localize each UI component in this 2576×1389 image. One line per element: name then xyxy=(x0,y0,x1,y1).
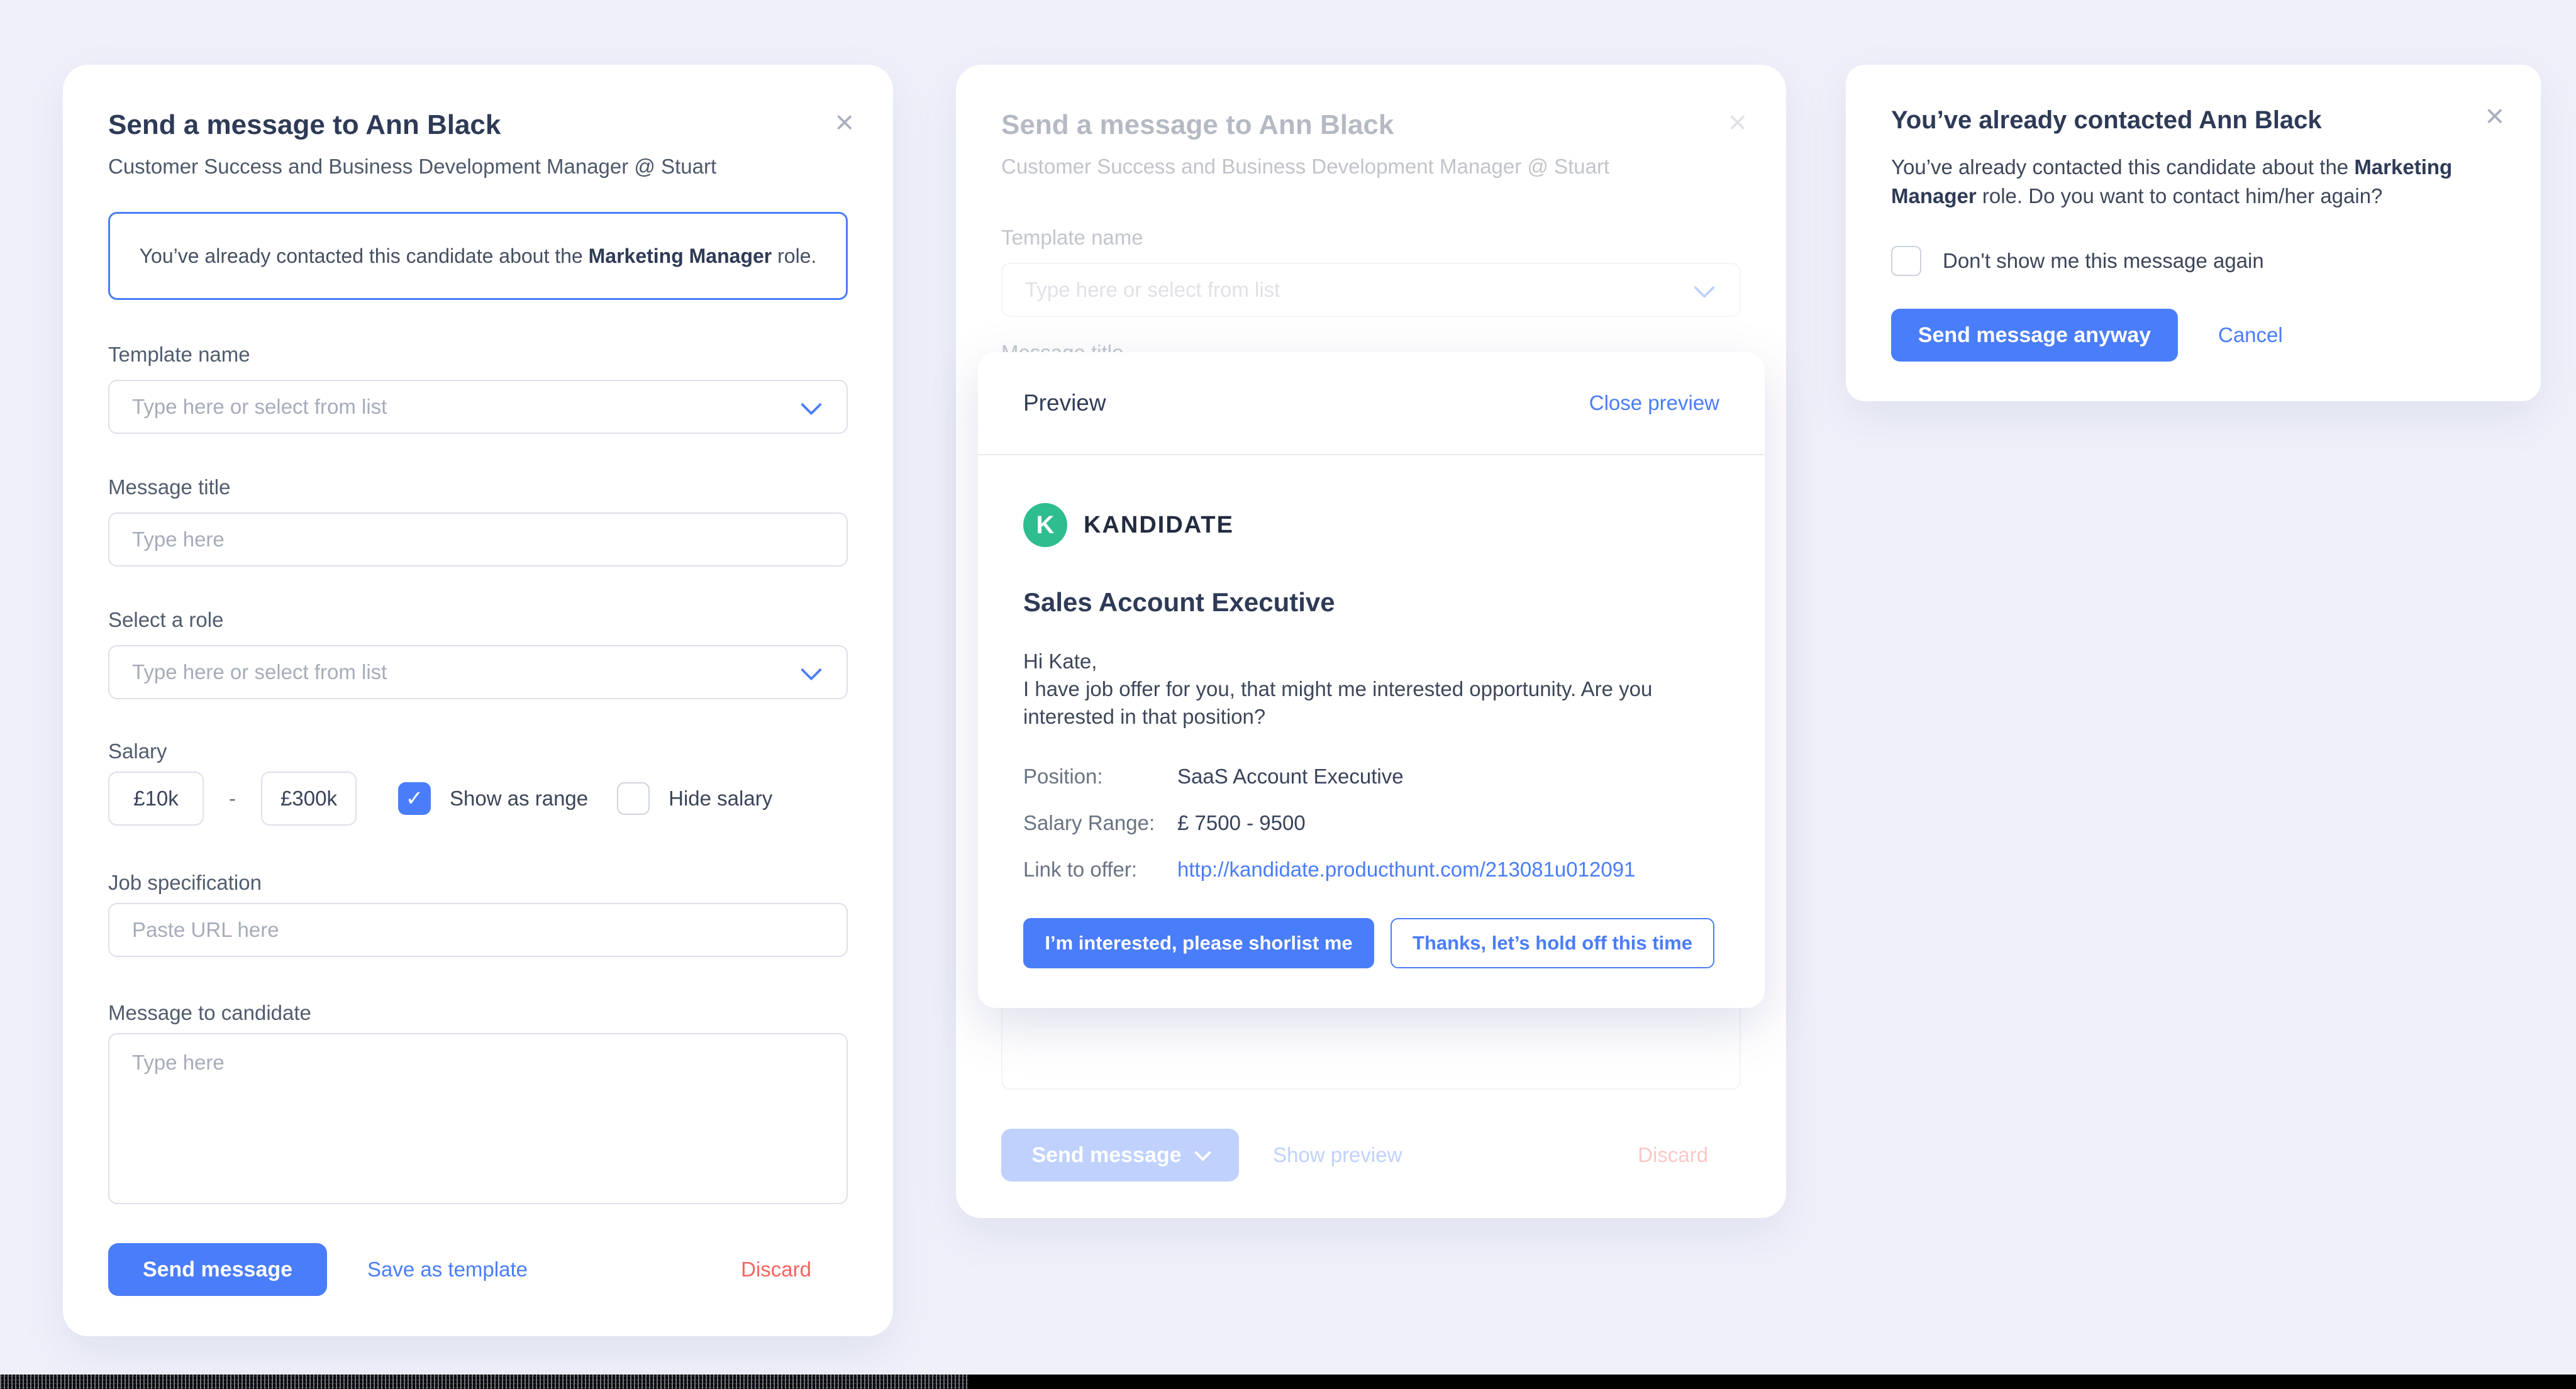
message-greeting: Hi Kate, xyxy=(1023,650,1097,673)
send-message-button[interactable]: Send message xyxy=(108,1243,327,1296)
chevron-down-icon xyxy=(801,394,822,416)
check-icon: ✓ xyxy=(405,787,424,811)
modal-title: Send a message to Ann Black xyxy=(1001,109,1394,140)
hide-salary-checkbox[interactable] xyxy=(617,782,650,815)
save-as-template-link[interactable]: Save as template xyxy=(367,1258,528,1281)
salary-range-dash: - xyxy=(229,787,236,810)
offer-details: Position: SaaS Account Executive Salary … xyxy=(1023,765,1719,882)
job-title: Sales Account Executive xyxy=(1023,587,1335,617)
close-icon[interactable]: × xyxy=(835,104,854,141)
alert-bold-text: Marketing Manager xyxy=(588,244,772,267)
already-contacted-dialog: × You’ve already contacted Ann Black You… xyxy=(1846,65,2541,401)
send-message-modal: × Send a message to Ann Black Customer S… xyxy=(63,65,893,1336)
interested-button[interactable]: I’m interested, please shorlist me xyxy=(1023,918,1374,968)
job-spec-label: Job specification xyxy=(108,871,262,894)
preview-actions: I’m interested, please shorlist me Thank… xyxy=(1023,918,1719,968)
kandidate-wordmark: KANDIDATE xyxy=(1084,511,1234,538)
message-placeholder: Type here xyxy=(132,1051,225,1074)
send-message-label: Send message xyxy=(1031,1143,1182,1167)
message-to-candidate-textarea[interactable]: Type here xyxy=(108,1033,848,1204)
chevron-down-icon xyxy=(801,659,822,681)
select-role-select[interactable]: Type here or select from list xyxy=(108,645,848,699)
detail-row: Salary Range: £ 7500 - 9500 xyxy=(1023,811,1719,835)
already-contacted-alert: You’ve already contacted this candidate … xyxy=(108,212,848,300)
modal-subtitle: Customer Success and Business Developmen… xyxy=(108,155,717,178)
salary-min-input[interactable]: £10k xyxy=(108,772,204,826)
dialog-title: You’ve already contacted Ann Black xyxy=(1891,106,2322,134)
kandidate-logo: K KANDIDATE xyxy=(1023,503,1719,547)
close-icon[interactable]: × xyxy=(1728,104,1747,141)
template-name-label: Template name xyxy=(1001,226,1143,249)
dialog-body-text: You’ve already contacted this candidate … xyxy=(1891,155,2355,179)
template-name-placeholder: Type here or select from list xyxy=(132,395,387,418)
message-title-placeholder: Type here xyxy=(132,528,225,551)
modal-title: Send a message to Ann Black xyxy=(108,109,501,140)
discard-link[interactable]: Discard xyxy=(1638,1143,1708,1166)
hold-off-button[interactable]: Thanks, let’s hold off this time xyxy=(1391,918,1714,968)
salary-row: £10k - £300k ✓ Show as range Hide salary xyxy=(108,772,848,826)
message-body: I have job offer for you, that might me … xyxy=(1023,677,1653,728)
salary-label: Salary xyxy=(108,739,167,763)
detail-value: £ 7500 - 9500 xyxy=(1177,811,1306,834)
message-title-input[interactable]: Type here xyxy=(108,512,848,567)
job-spec-placeholder: Paste URL here xyxy=(132,918,279,941)
detail-row: Link to offer: http://kandidate.producth… xyxy=(1023,858,1719,882)
dont-show-checkbox[interactable] xyxy=(1891,246,1921,276)
alert-text: You’ve already contacted this candidate … xyxy=(139,244,589,267)
detail-label: Salary Range: xyxy=(1023,811,1155,834)
artifact-noise-bar xyxy=(0,1375,2576,1389)
discard-link[interactable]: Discard xyxy=(741,1258,811,1281)
detail-label: Position: xyxy=(1023,765,1103,788)
modal-actions: Send message Save as template Discard xyxy=(108,1243,848,1296)
dont-show-row: Don't show me this message again xyxy=(1891,246,2496,276)
template-name-select[interactable]: Type here or select from list xyxy=(1001,263,1741,317)
chevron-down-icon xyxy=(1194,1144,1211,1161)
dialog-body: You’ve already contacted this candidate … xyxy=(1891,153,2496,211)
offer-link[interactable]: http://kandidate.producthunt.com/213081u… xyxy=(1177,858,1636,881)
detail-label: Link to offer: xyxy=(1023,858,1138,881)
cancel-link[interactable]: Cancel xyxy=(2218,323,2283,346)
show-as-range-label: Show as range xyxy=(450,787,589,810)
dialog-body-bold: Marketing Manager xyxy=(1891,155,2453,208)
detail-value: SaaS Account Executive xyxy=(1177,765,1404,788)
preview-panel: Preview Close preview K KANDIDATE Sales … xyxy=(978,352,1765,1008)
select-role-placeholder: Type here or select from list xyxy=(132,660,387,683)
dialog-body-suffix: role. Do you want to contact him/her aga… xyxy=(1976,184,2383,208)
select-role-label: Select a role xyxy=(108,608,224,631)
template-name-select[interactable]: Type here or select from list xyxy=(108,380,848,434)
detail-row: Position: SaaS Account Executive xyxy=(1023,765,1719,789)
dont-show-label: Don't show me this message again xyxy=(1943,249,2264,272)
show-preview-link[interactable]: Show preview xyxy=(1273,1143,1402,1166)
job-spec-input[interactable]: Paste URL here xyxy=(108,903,848,957)
preview-header: Preview Close preview xyxy=(978,352,1765,455)
preview-body: K KANDIDATE Sales Account Executive Hi K… xyxy=(978,455,1765,968)
modal-actions: Send message Show preview Discard xyxy=(1001,1129,1741,1181)
preview-title: Preview xyxy=(1023,390,1106,416)
close-icon[interactable]: × xyxy=(2485,98,2504,135)
send-anyway-button[interactable]: Send message anyway xyxy=(1891,309,2178,362)
kandidate-logo-icon: K xyxy=(1023,503,1067,547)
hide-salary-label: Hide salary xyxy=(669,787,773,810)
salary-max-input[interactable]: £300k xyxy=(261,772,357,826)
modal-subtitle: Customer Success and Business Developmen… xyxy=(1001,155,1610,178)
dialog-actions: Send message anyway Cancel xyxy=(1891,309,2496,362)
chevron-down-icon xyxy=(1694,277,1715,299)
message-title-label: Message title xyxy=(108,475,231,499)
show-as-range-checkbox[interactable]: ✓ xyxy=(398,782,431,815)
send-message-button-disabled[interactable]: Send message xyxy=(1001,1129,1239,1181)
template-name-label: Template name xyxy=(108,343,250,366)
template-name-placeholder: Type here or select from list xyxy=(1025,278,1280,301)
message-to-candidate-label: Message to candidate xyxy=(108,1001,311,1024)
close-preview-link[interactable]: Close preview xyxy=(1589,391,1719,414)
alert-text-suffix: role. xyxy=(772,244,817,267)
